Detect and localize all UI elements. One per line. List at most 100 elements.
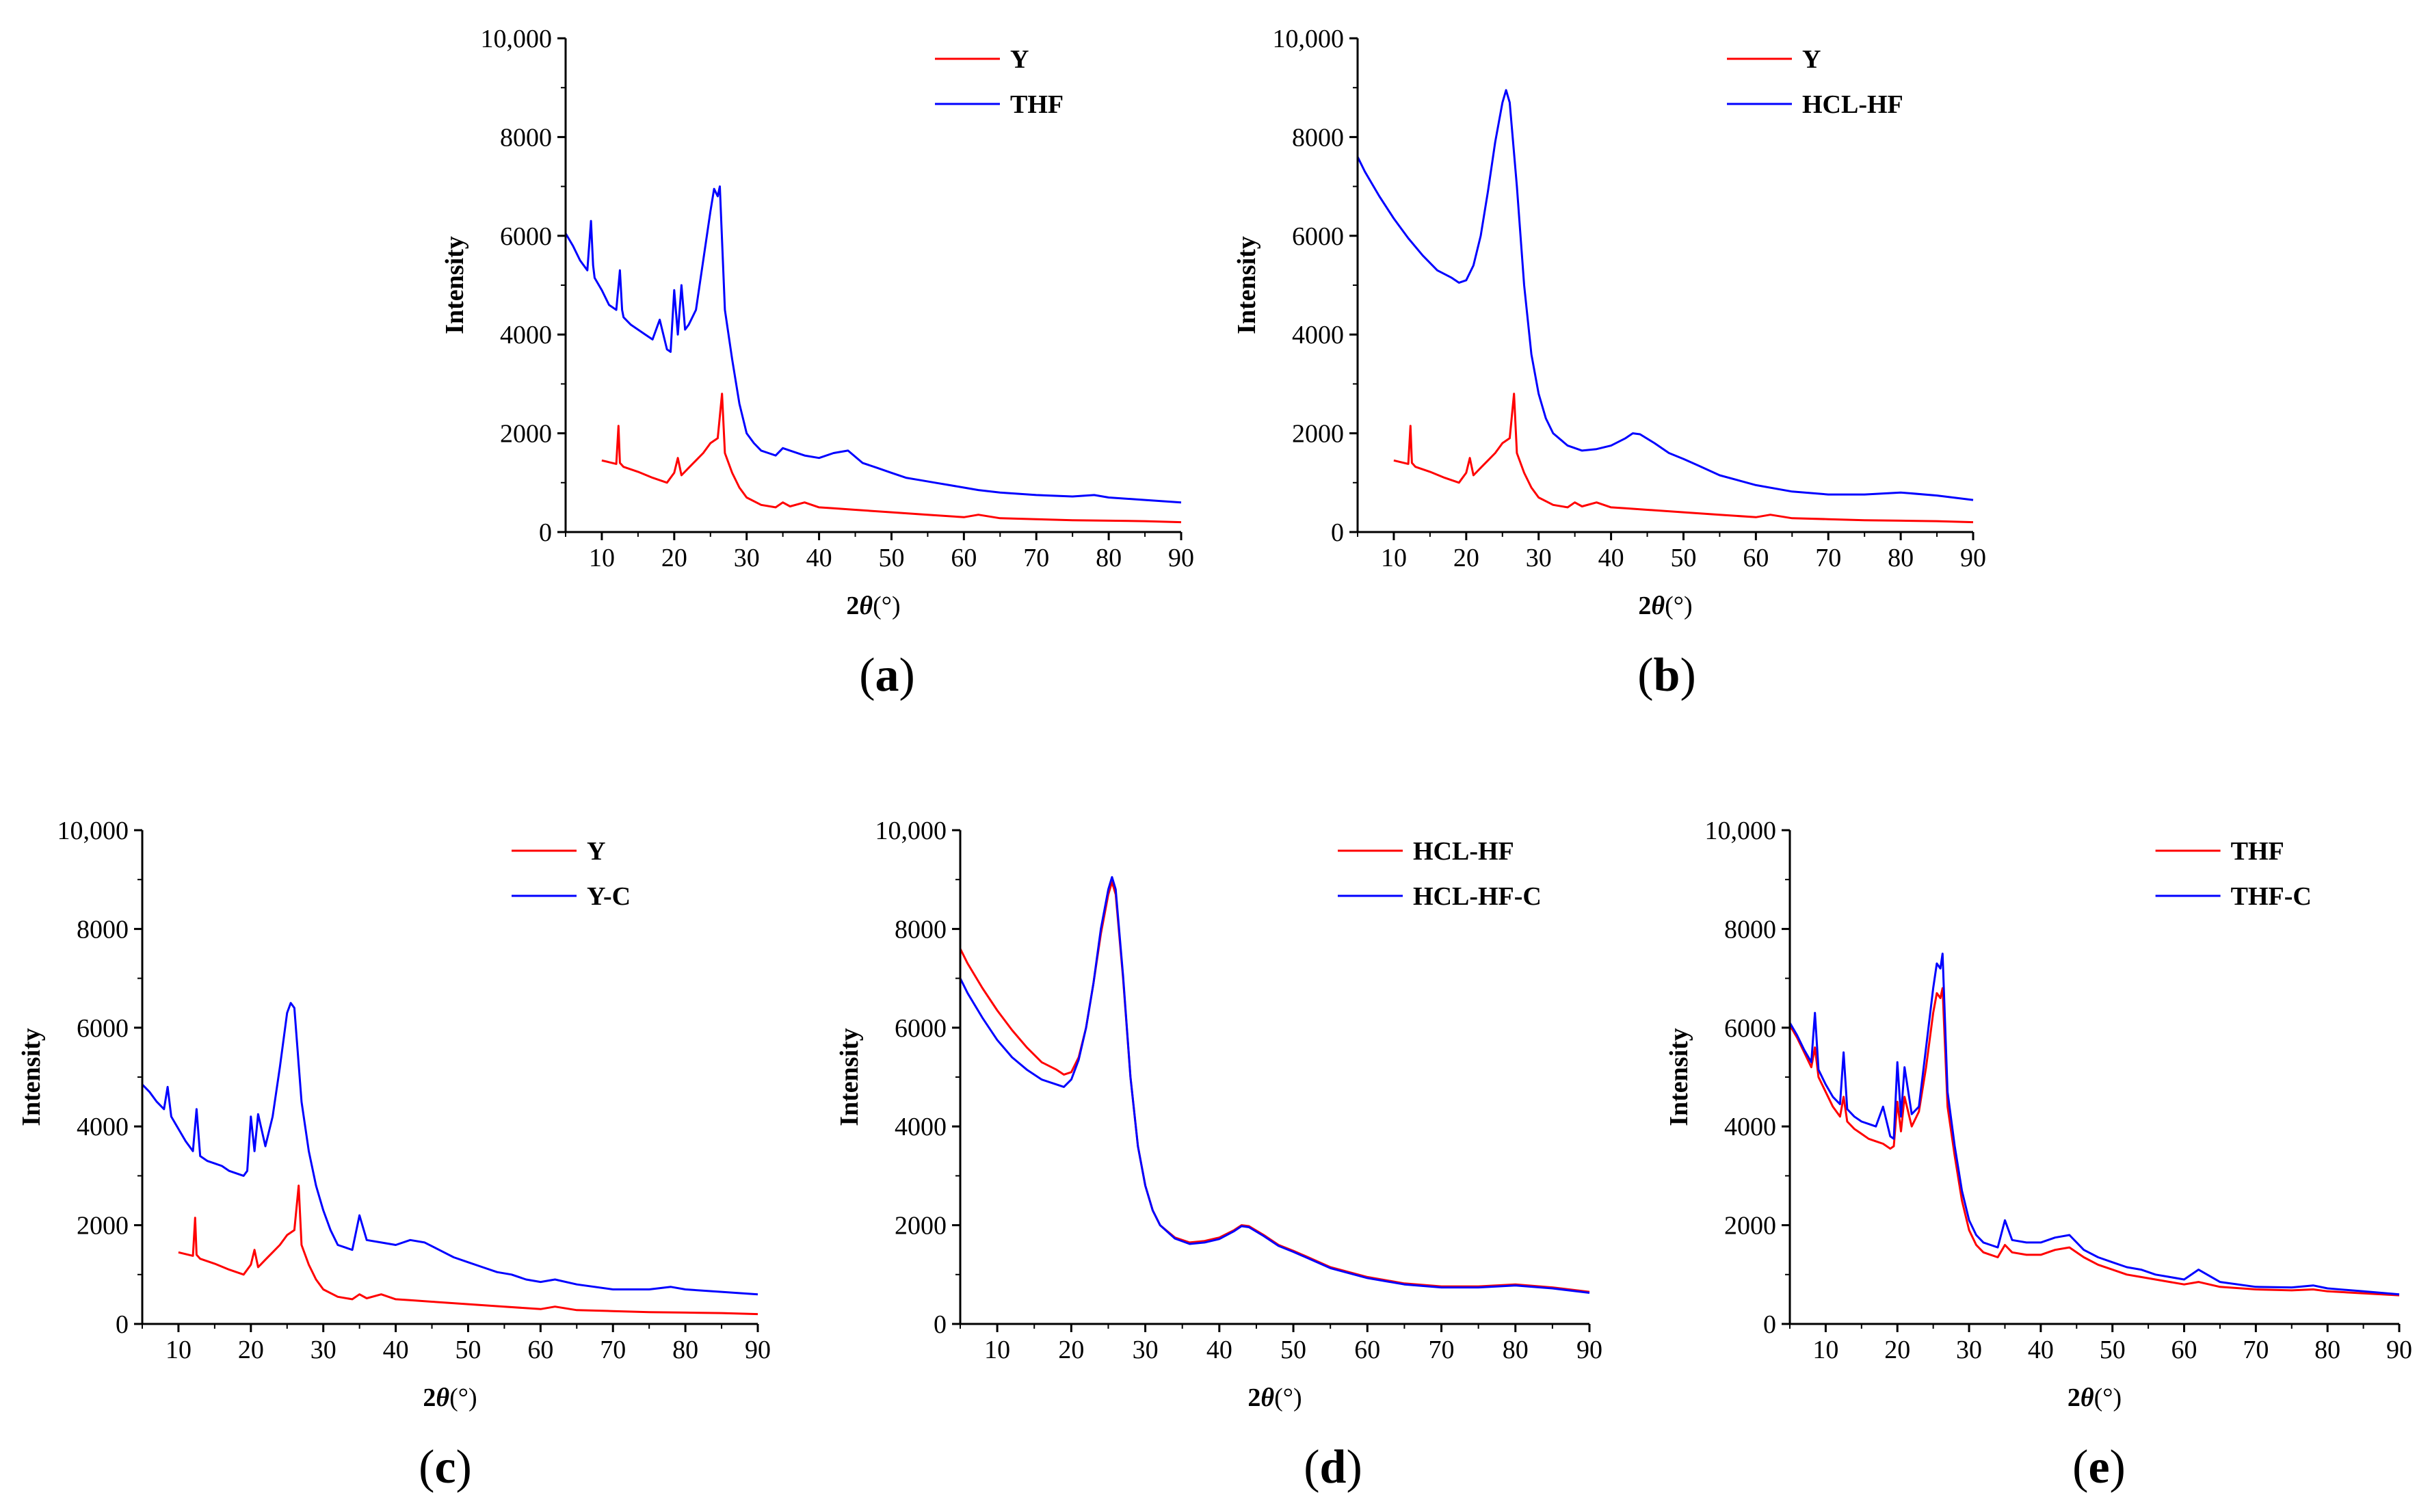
panel-a: 10 20 30 40 50 60 70 80 90 0 2000 4000 6000 8000 10,00… [440,25,1194,702]
x-axis-title-symbol: θ [436,1383,449,1412]
x-tick-label: 50 [455,1336,481,1364]
caption-close-paren: ) [1680,649,1695,702]
x-tick-label: 10 [589,544,615,572]
panel-caption: (b) [1637,649,1696,702]
x-axis-title: 2θ(°) [1638,592,1692,620]
x-tick-label: 60 [951,544,977,572]
x-tick-label: 30 [311,1336,336,1364]
x-tick-label: 80 [2314,1336,2340,1364]
x-tick-label: 50 [1280,1336,1306,1364]
legend-label: HCL-HF [1802,90,1903,119]
x-axis-title: 2θ(°) [423,1383,477,1412]
caption-open-paren: ( [1304,1441,1319,1494]
y-tick-label: 0 [539,518,552,547]
y-tick-label: 2000 [1724,1212,1776,1241]
caption-letter: e [2088,1441,2109,1494]
x-axis-title: 2θ(°) [846,592,900,620]
caption-letter: d [1320,1441,1347,1494]
legend-label: Y [587,837,605,866]
x-axis-title-symbol: θ [1651,592,1665,620]
x-tick-label: 70 [2243,1336,2269,1364]
caption-close-paren: ) [2110,1441,2126,1494]
x-tick-label: 40 [2028,1336,2054,1364]
x-tick-label: 90 [1168,544,1194,572]
x-tick-label: 70 [1023,544,1049,572]
panel-caption: (c) [419,1441,472,1494]
x-tick-label: 60 [1354,1336,1380,1364]
x-axis-title-symbol: θ [1260,1383,1274,1412]
x-tick-label: 90 [2386,1336,2412,1364]
legend-label: HCL-HF-C [1413,882,1542,911]
x-axis-title-prefix: 2 [1638,592,1651,620]
x-tick-label: 60 [2171,1336,2197,1364]
y-tick-label: 6000 [1724,1014,1776,1043]
x-tick-label: 10 [984,1336,1010,1364]
x-axis-title-symbol: θ [2081,1383,2094,1412]
caption-open-paren: ( [2072,1441,2088,1494]
y-tick-label: 10,000 [1705,817,1777,845]
y-tick-label: 2000 [77,1212,129,1241]
y-tick-label: 0 [116,1310,129,1339]
panel-d: 10 20 30 40 50 60 70 80 90 0 2000 4000 6000 8000 10,00… [835,817,1602,1494]
y-tick-label: 0 [1763,1310,1776,1339]
x-axis-title-suffix: (°) [2094,1383,2122,1412]
x-tick-label: 30 [1133,1336,1159,1364]
panel-caption: (d) [1304,1441,1362,1494]
legend-label: HCL-HF [1413,837,1514,866]
legend-label: Y-C [587,882,631,911]
legend-label: THF [2231,837,2284,866]
panel-b: 10 20 30 40 50 60 70 80 90 0 2000 4000 6000 8000 10,00… [1232,25,1986,702]
caption-letter: a [875,649,899,702]
caption-letter: c [434,1441,455,1494]
y-tick-label: 4000 [1724,1113,1776,1141]
x-tick-label: 80 [1503,1336,1529,1364]
y-tick-label: 0 [934,1310,947,1339]
series-line-c-y-c [141,1002,758,1296]
y-tick-label: 10,000 [875,817,947,845]
x-tick-label: 30 [1526,544,1552,572]
x-tick-label: 50 [878,544,904,572]
y-tick-label: 6000 [500,222,552,251]
y-tick-label: 4000 [895,1113,947,1141]
y-tick-label: 4000 [500,321,552,349]
x-axis-title-prefix: 2 [1247,1383,1260,1412]
y-tick-label: 6000 [77,1014,129,1043]
y-tick-label: 2000 [895,1212,947,1241]
y-tick-label: 8000 [1724,915,1776,944]
series-line-e-thf [1788,987,2400,1297]
x-axis-title-suffix: (°) [1665,592,1693,620]
x-tick-label: 20 [1058,1336,1084,1364]
series-line-d-hcl-hf-c [959,876,1590,1294]
x-axis-title-prefix: 2 [2068,1383,2081,1412]
caption-open-paren: ( [859,649,875,702]
x-tick-label: 10 [1812,1336,1838,1364]
y-tick-label: 6000 [895,1014,947,1043]
y-axis-title: Intensity [835,1028,864,1126]
y-tick-label: 10,000 [57,817,129,845]
x-axis-title-suffix: (°) [449,1383,477,1412]
x-tick-label: 30 [734,544,760,572]
series-line-c-y [178,1184,758,1316]
panel-c: 10 20 30 40 50 60 70 80 90 0 2000 4000 6000 8000 10,00… [17,817,771,1494]
x-tick-label: 20 [661,544,687,572]
y-tick-label: 10,000 [1273,25,1345,53]
y-tick-label: 4000 [77,1113,129,1141]
x-tick-label: 80 [672,1336,698,1364]
x-axis-title: 2θ(°) [2068,1383,2122,1412]
x-tick-label: 20 [238,1336,264,1364]
legend-label: THF [1010,90,1064,119]
x-tick-label: 70 [600,1336,626,1364]
x-tick-label: 20 [1884,1336,1910,1364]
x-tick-label: 10 [1381,544,1407,572]
y-tick-label: 0 [1331,518,1344,547]
x-tick-label: 60 [527,1336,553,1364]
x-tick-label: 40 [1206,1336,1232,1364]
x-tick-label: 40 [806,544,832,572]
x-tick-label: 80 [1888,544,1914,572]
y-tick-label: 8000 [895,915,947,944]
legend-label: Y [1802,45,1821,74]
panel-e: 10 20 30 40 50 60 70 80 90 0 2000 4000 6000 8000 10,00… [1665,817,2412,1494]
x-tick-label: 50 [2100,1336,2126,1364]
x-tick-label: 40 [383,1336,409,1364]
